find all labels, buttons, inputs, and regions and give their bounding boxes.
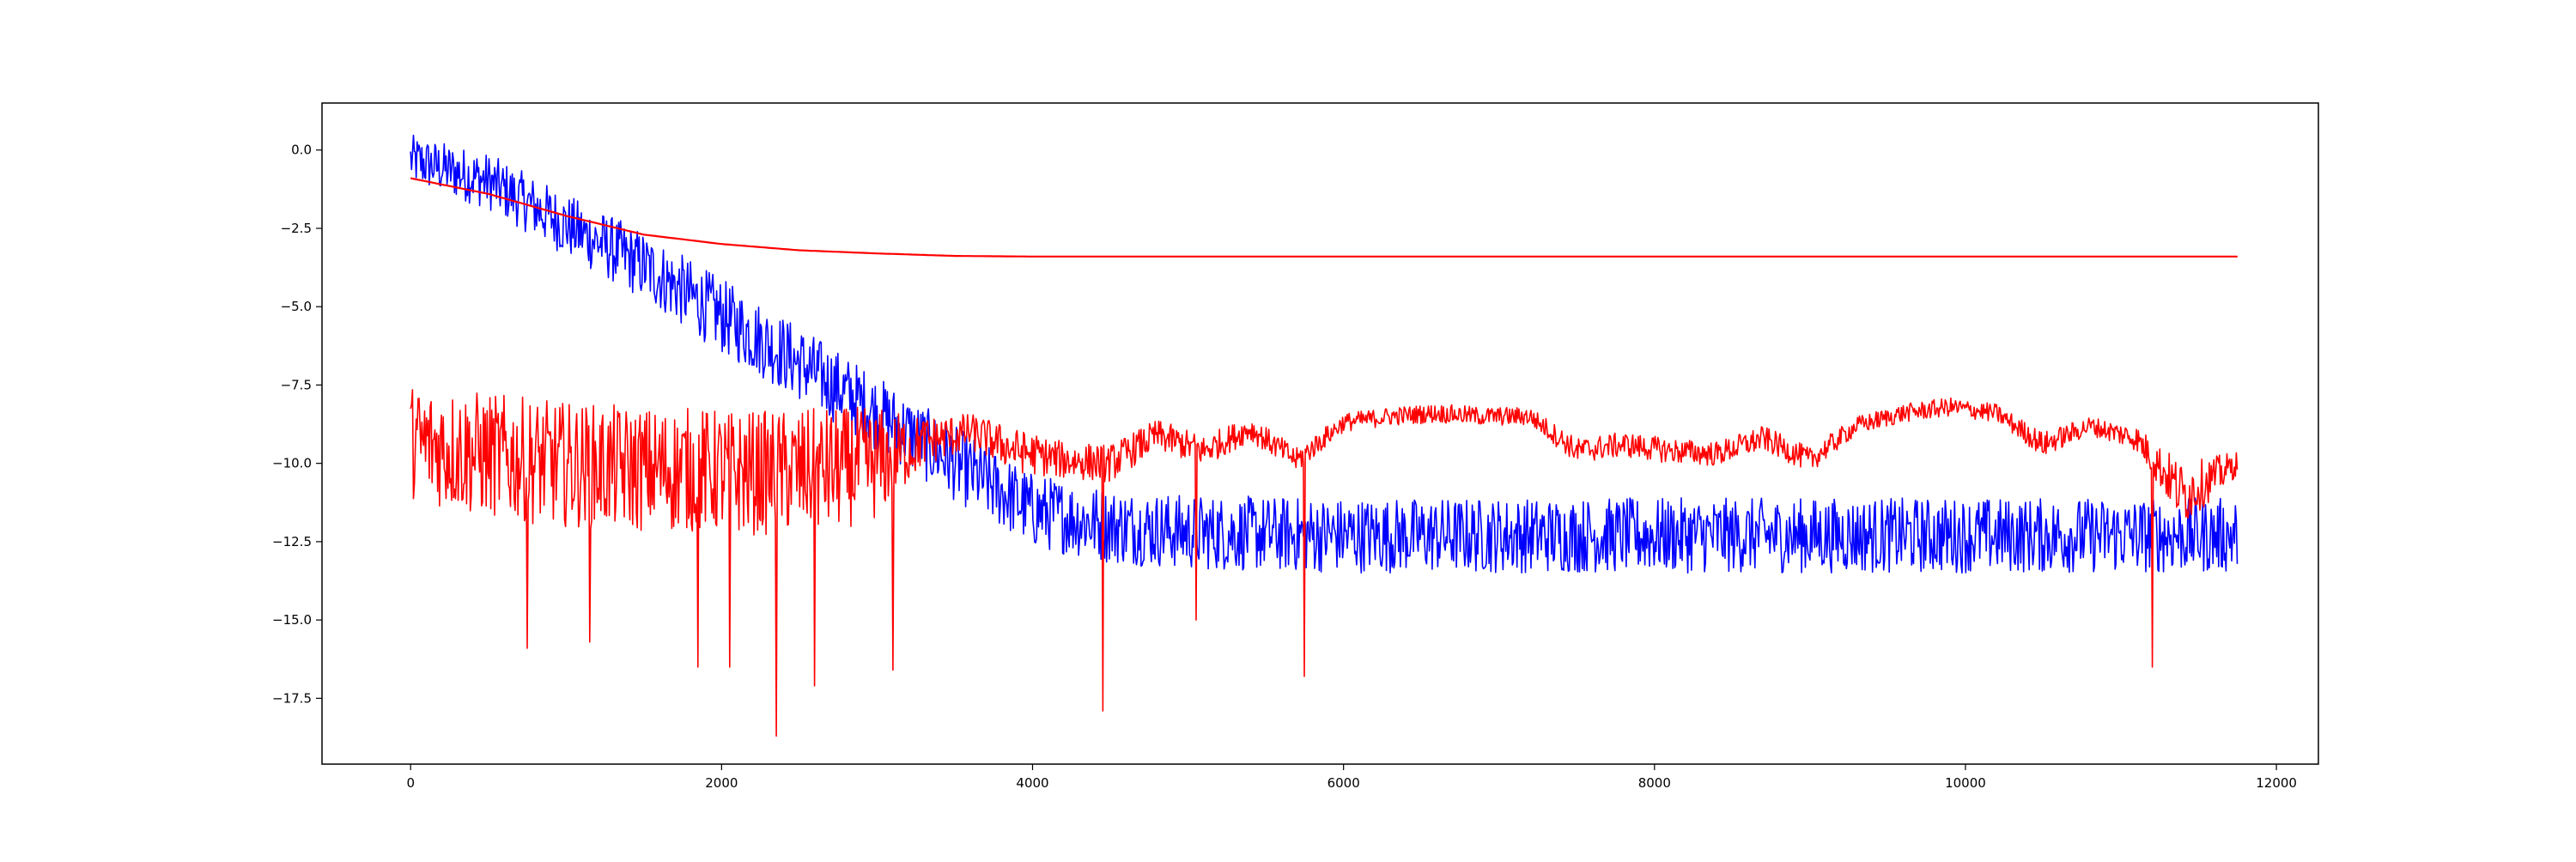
x-tick-label: 2000 <box>705 775 738 791</box>
y-tick-label: −12.5 <box>272 534 312 549</box>
x-tick-label: 6000 <box>1327 775 1360 791</box>
x-tick-label: 8000 <box>1638 775 1671 791</box>
y-tick-label: −10.0 <box>272 456 312 471</box>
series-layer <box>410 134 2239 737</box>
y-tick-label: −2.5 <box>281 221 312 236</box>
y-tick-label: −17.5 <box>272 690 312 706</box>
plot-area <box>321 102 2319 765</box>
y-tick-label: −7.5 <box>281 377 312 392</box>
x-tick-label: 0 <box>406 775 415 791</box>
y-tick-label: −15.0 <box>272 612 312 628</box>
x-axis: 0 2000 4000 6000 8000 10000 12000 <box>406 764 2297 791</box>
series-line-0 <box>410 134 2239 574</box>
x-tick-label: 12000 <box>2256 775 2297 791</box>
x-tick-label: 4000 <box>1016 775 1048 791</box>
y-axis: 0.0 −2.5 −5.0 −7.5 −10.0 −12.5 −15.0 −17.5 <box>272 143 322 706</box>
series-line-1 <box>410 177 2238 258</box>
series-line-2 <box>410 389 2239 737</box>
y-tick-label: 0.0 <box>291 143 312 158</box>
x-tick-label: 10000 <box>1945 775 1986 791</box>
y-tick-label: −5.0 <box>281 299 312 314</box>
